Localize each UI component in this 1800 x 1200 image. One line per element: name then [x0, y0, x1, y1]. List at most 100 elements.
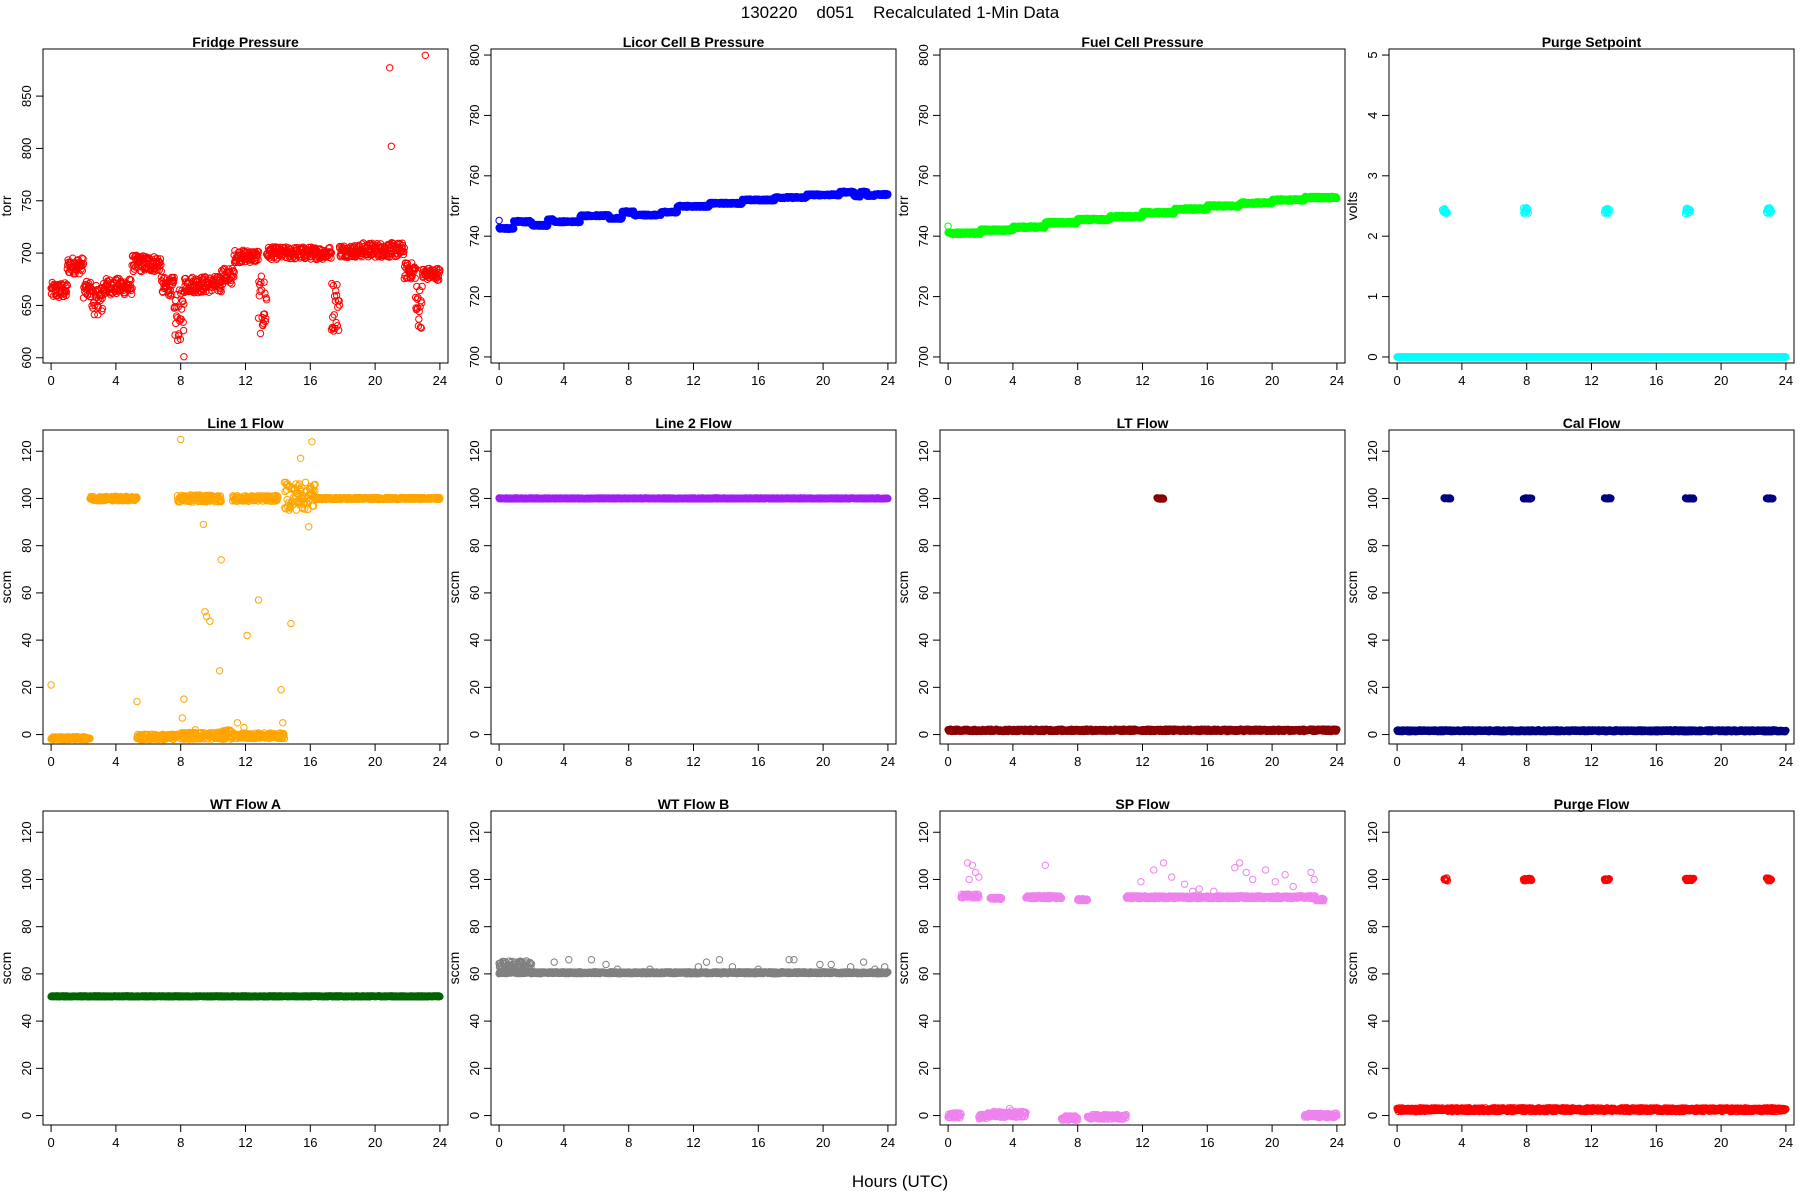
data-point	[254, 256, 262, 264]
y-tick-label: 720	[916, 286, 931, 308]
x-axis: 0 4 8 12 16 20 24	[495, 363, 895, 388]
panel-title: Fridge Pressure	[192, 34, 299, 50]
data-point	[71, 270, 79, 278]
data-point	[257, 272, 265, 280]
data-point	[418, 299, 426, 307]
y-axis-label: torr	[0, 195, 14, 216]
data-point	[256, 329, 265, 338]
panel-title: Fuel Cell Pressure	[1081, 34, 1203, 50]
data-point	[495, 216, 503, 225]
data-point	[261, 317, 269, 326]
data-point	[415, 307, 423, 316]
data-point	[416, 323, 425, 331]
data-point	[217, 288, 225, 296]
x-tick-label: 8	[177, 373, 184, 388]
data-point	[222, 277, 230, 285]
x-tick-label: 20	[368, 373, 382, 388]
data-point	[411, 274, 419, 282]
y-tick-label: 780	[467, 105, 482, 127]
data-point	[170, 276, 178, 284]
data-point	[126, 275, 134, 284]
y-tick-label: 780	[916, 105, 931, 127]
x-axis-label: Hours (UTC)	[852, 1172, 948, 1191]
data-point	[334, 326, 343, 334]
x-tick-label: 0	[944, 373, 951, 388]
data-point	[417, 324, 425, 332]
plot-frame	[42, 48, 449, 364]
x-tick-label: 16	[751, 373, 765, 388]
data-point	[436, 266, 444, 274]
data-point	[90, 310, 99, 319]
y-axis-label: sccm	[0, 571, 14, 604]
data-point	[261, 289, 269, 297]
data-point	[386, 64, 394, 72]
data-point	[239, 246, 247, 255]
data-point	[126, 281, 134, 289]
plot-frame	[939, 48, 1346, 364]
data-point	[254, 251, 262, 259]
data-point	[330, 311, 338, 319]
data-point	[387, 142, 395, 151]
data-point	[333, 281, 341, 289]
data-point	[179, 326, 188, 335]
data-point	[230, 273, 238, 281]
x-tick-label: 4	[1009, 373, 1016, 388]
x-tick-label: 8	[1523, 373, 1530, 388]
y-axis-label: torr	[895, 195, 911, 216]
y-tick-label: 700	[916, 346, 931, 368]
x-tick-label: 16	[1200, 373, 1214, 388]
y-tick-label: 3	[1365, 172, 1380, 179]
x-tick-label: 20	[1714, 373, 1728, 388]
y-tick-label: 750	[19, 190, 34, 212]
x-tick-label: 4	[112, 373, 119, 388]
data-point	[155, 266, 164, 274]
data-point	[376, 240, 385, 248]
data-point	[333, 322, 342, 330]
y-tick-label: 700	[19, 242, 34, 264]
x-axis: 0 4 8 12 16 20 24	[47, 363, 447, 388]
x-axis: 0 4 8 12 16 20 24	[944, 363, 1344, 388]
y-tick-label: 5	[1365, 51, 1380, 58]
y-tick-label: 1	[1365, 293, 1380, 300]
x-tick-label: 24	[881, 373, 895, 388]
data-point	[175, 330, 183, 338]
data-point	[327, 254, 335, 262]
data-point	[180, 353, 188, 361]
data-point	[61, 279, 69, 287]
y-tick-label: 4	[1365, 112, 1380, 119]
data-point	[415, 315, 423, 323]
x-tick-label: 12	[238, 373, 252, 388]
x-tick-label: 8	[625, 373, 632, 388]
plot-frame	[1388, 48, 1795, 364]
data-point	[262, 296, 271, 304]
data-point	[79, 255, 87, 263]
y-tick-label: 2	[1365, 233, 1380, 240]
data-point	[327, 249, 336, 257]
x-tick-label: 12	[1135, 373, 1149, 388]
data-point	[434, 264, 442, 273]
x-tick-label: 24	[1779, 373, 1793, 388]
data-points	[47, 435, 444, 744]
x-tick-label: 20	[816, 373, 830, 388]
y-axis-label: volts	[1344, 192, 1360, 221]
data-point	[171, 296, 180, 305]
data-point	[180, 300, 188, 308]
data-point	[62, 291, 70, 300]
data-point	[262, 314, 270, 323]
data-point	[92, 281, 101, 290]
data-points	[1393, 204, 1790, 361]
y-tick-label: 0	[1365, 353, 1380, 360]
data-point	[335, 301, 344, 309]
data-point	[421, 51, 429, 59]
data-point	[228, 272, 237, 280]
data-point	[170, 273, 178, 282]
x-tick-label: 12	[686, 373, 700, 388]
y-tick-label: 700	[467, 346, 482, 368]
y-tick-label: 760	[467, 165, 482, 187]
x-tick-label: 0	[495, 373, 502, 388]
y-tick-label: 720	[467, 286, 482, 308]
y-axis-label: torr	[446, 195, 462, 216]
